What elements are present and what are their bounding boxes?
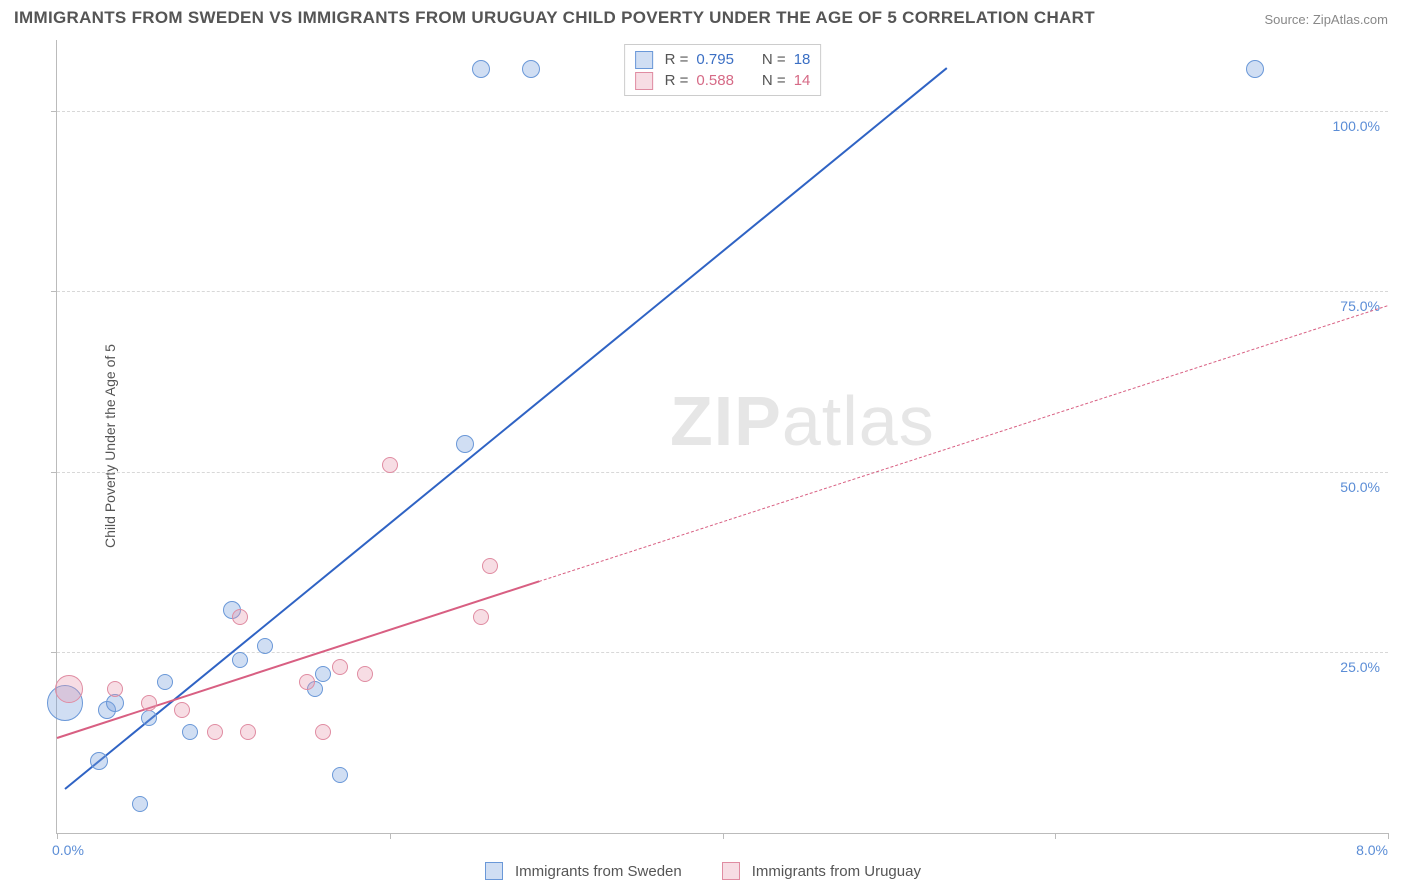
data-point bbox=[315, 666, 331, 682]
x-tick bbox=[57, 833, 58, 839]
r-label: R = bbox=[665, 49, 689, 70]
data-point bbox=[456, 435, 474, 453]
data-point bbox=[382, 457, 398, 473]
data-point bbox=[357, 666, 373, 682]
data-point bbox=[522, 60, 540, 78]
data-point bbox=[157, 674, 173, 690]
data-point bbox=[232, 609, 248, 625]
y-tick bbox=[51, 291, 57, 292]
x-axis-max-label: 8.0% bbox=[1356, 842, 1388, 858]
y-tick bbox=[51, 472, 57, 473]
y-tick-label: 100.0% bbox=[1333, 118, 1380, 134]
x-tick bbox=[390, 833, 391, 839]
watermark: ZIPatlas bbox=[670, 381, 935, 461]
gridline bbox=[57, 111, 1388, 112]
n-value: 18 bbox=[794, 49, 811, 70]
data-point bbox=[141, 695, 157, 711]
chart-plot-area: ZIPatlas R = 0.795 N = 18 R = 0.588 N = 14 25.0… bbox=[56, 40, 1388, 834]
r-value: 0.795 bbox=[696, 49, 734, 70]
n-value: 14 bbox=[794, 70, 811, 91]
gridline bbox=[57, 291, 1388, 292]
legend-swatch bbox=[635, 72, 653, 90]
legend-swatch bbox=[722, 862, 740, 880]
data-point bbox=[472, 60, 490, 78]
y-tick-label: 75.0% bbox=[1340, 298, 1380, 314]
trend-line bbox=[539, 306, 1388, 583]
trend-line bbox=[57, 581, 540, 740]
legend-item: Immigrants from Uruguay bbox=[722, 862, 921, 880]
data-point bbox=[182, 724, 198, 740]
data-point bbox=[141, 710, 157, 726]
r-value: 0.588 bbox=[696, 70, 734, 91]
y-tick-label: 25.0% bbox=[1340, 659, 1380, 675]
n-label: N = bbox=[762, 49, 786, 70]
x-tick bbox=[723, 833, 724, 839]
data-point bbox=[132, 796, 148, 812]
data-point bbox=[315, 724, 331, 740]
legend-swatch bbox=[485, 862, 503, 880]
data-point bbox=[90, 752, 108, 770]
source-attribution: Source: ZipAtlas.com bbox=[1264, 12, 1388, 27]
y-tick bbox=[51, 652, 57, 653]
data-point bbox=[257, 638, 273, 654]
x-tick bbox=[1055, 833, 1056, 839]
data-point bbox=[332, 767, 348, 783]
gridline bbox=[57, 472, 1388, 473]
r-label: R = bbox=[665, 70, 689, 91]
legend-row: R = 0.795 N = 18 bbox=[635, 49, 811, 70]
y-tick-label: 50.0% bbox=[1340, 479, 1380, 495]
legend-label: Immigrants from Sweden bbox=[515, 863, 682, 880]
data-point bbox=[482, 558, 498, 574]
data-point bbox=[240, 724, 256, 740]
data-point bbox=[1246, 60, 1264, 78]
trend-line bbox=[65, 67, 948, 789]
series-legend: Immigrants from Sweden Immigrants from Ur… bbox=[0, 862, 1406, 880]
legend-row: R = 0.588 N = 14 bbox=[635, 70, 811, 91]
source-name: ZipAtlas.com bbox=[1313, 12, 1388, 27]
gridline bbox=[57, 652, 1388, 653]
correlation-legend: R = 0.795 N = 18 R = 0.588 N = 14 bbox=[624, 44, 822, 96]
legend-swatch bbox=[635, 51, 653, 69]
n-label: N = bbox=[762, 70, 786, 91]
data-point bbox=[207, 724, 223, 740]
y-tick bbox=[51, 111, 57, 112]
data-point bbox=[55, 675, 83, 703]
data-point bbox=[106, 694, 124, 712]
x-axis-min-label: 0.0% bbox=[52, 842, 84, 858]
source-prefix: Source: bbox=[1264, 12, 1312, 27]
data-point bbox=[174, 702, 190, 718]
watermark-bold: ZIP bbox=[670, 382, 782, 460]
data-point bbox=[232, 652, 248, 668]
legend-item: Immigrants from Sweden bbox=[485, 862, 682, 880]
data-point bbox=[299, 674, 315, 690]
data-point bbox=[473, 609, 489, 625]
watermark-light: atlas bbox=[782, 382, 935, 460]
x-tick bbox=[1388, 833, 1389, 839]
chart-title: IMMIGRANTS FROM SWEDEN VS IMMIGRANTS FRO… bbox=[14, 8, 1095, 28]
legend-label: Immigrants from Uruguay bbox=[752, 863, 921, 880]
data-point bbox=[107, 681, 123, 697]
data-point bbox=[332, 659, 348, 675]
